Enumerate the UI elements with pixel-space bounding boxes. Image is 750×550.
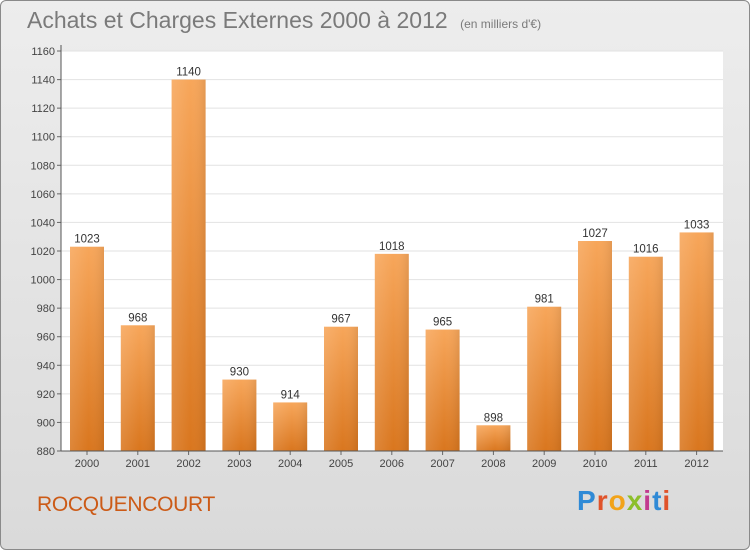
y-tick-label: 1100 (31, 132, 55, 144)
bar-2008 (476, 425, 511, 451)
y-tick-label: 1140 (31, 75, 55, 87)
value-label: 1016 (633, 244, 659, 256)
commune-name: ROCQUENCOURT (37, 493, 216, 516)
y-tick-label: 940 (37, 360, 55, 372)
value-label: 968 (128, 312, 147, 324)
value-label: 914 (281, 389, 301, 401)
x-tick-label: 2002 (176, 458, 200, 470)
x-tick-label: 2007 (430, 458, 454, 470)
value-label: 1023 (74, 234, 100, 246)
bar-shade (527, 306, 562, 451)
bar-2009 (527, 306, 562, 451)
x-tick-label: 2000 (75, 458, 99, 470)
bar-2010 (578, 241, 612, 451)
x-tick-label: 2006 (380, 458, 404, 470)
y-tick-label: 1080 (31, 160, 55, 172)
bar-shade (628, 256, 663, 451)
value-label: 898 (484, 412, 503, 424)
logo-letter: P (577, 485, 597, 516)
logo-letter: t (652, 485, 663, 516)
y-tick-label: 920 (37, 389, 55, 401)
y-tick-label: 1020 (31, 246, 55, 258)
bar-shade (222, 379, 257, 451)
y-tick-label: 980 (37, 303, 55, 315)
bar-shade (476, 425, 511, 451)
bar-2002 (171, 79, 206, 452)
y-tick-label: 1120 (31, 103, 55, 115)
value-label: 930 (230, 367, 249, 379)
bar-2003 (222, 379, 257, 451)
bar-2000 (70, 246, 104, 451)
value-label: 1018 (379, 241, 405, 253)
value-label: 981 (535, 294, 554, 306)
logo-letter: x (626, 485, 644, 516)
bar-shade (374, 253, 409, 451)
bar-2006 (374, 253, 409, 451)
x-tick-label: 2005 (329, 458, 353, 470)
bar-2004 (273, 402, 308, 451)
value-labels: 1023 968 1140 930 914 967 1018 965 898 981 1027 101… (74, 67, 709, 425)
x-tick-label: 2010 (583, 458, 607, 470)
chart-subtitle: (en milliers d'€) (460, 17, 542, 31)
bar-2005 (324, 326, 358, 451)
bar-shade (578, 241, 612, 451)
bar-shade (324, 326, 358, 451)
logo-letter: i (662, 485, 672, 516)
bar-2007 (425, 329, 460, 451)
axes (60, 45, 723, 452)
bar-2011 (628, 256, 663, 451)
bar-shade (425, 329, 460, 451)
title-line: Achats et Charges Externes 2000 à 2012 (… (27, 7, 541, 34)
bar-shade (171, 79, 206, 452)
logo-letter: i (643, 485, 653, 516)
x-tick-label: 2008 (481, 458, 505, 470)
x-tick-label: 2012 (684, 458, 708, 470)
value-label: 1033 (684, 219, 710, 231)
x-tick-label: 2011 (634, 458, 658, 470)
y-tick-label: 880 (37, 446, 55, 458)
x-tick-label: 2004 (278, 458, 302, 470)
logo-letter: r (596, 485, 609, 516)
x-tick-label: 2001 (126, 458, 150, 470)
bar-shade (273, 402, 308, 451)
y-tick-label: 900 (37, 417, 55, 429)
bar-shade (120, 325, 155, 451)
y-tick-label: 1040 (31, 217, 55, 229)
y-tick-label: 1000 (31, 275, 55, 287)
y-tick-label: 1060 (31, 189, 55, 201)
bars (70, 79, 714, 452)
y-tick-label: 960 (37, 332, 55, 344)
bar-shade (70, 246, 104, 451)
y-ticks: 880 900 920 940 960 980 1000 1020 1040 1060 1080 11… (31, 46, 61, 458)
proxiti-logo: Proxiti (577, 485, 671, 517)
x-tick-label: 2003 (227, 458, 251, 470)
bar-2001 (120, 325, 155, 451)
x-tick-label: 2009 (532, 458, 556, 470)
x-ticks: 2000 2001 2002 2003 2004 2005 2006 2007 2008 2009… (75, 451, 709, 470)
value-label: 965 (433, 317, 452, 329)
chart-title: Achats et Charges Externes 2000 à 2012 (27, 7, 448, 33)
value-label: 967 (331, 314, 350, 326)
logo-letter: o (608, 485, 627, 516)
bar-2012 (679, 232, 714, 451)
y-tick-label: 1160 (31, 46, 55, 58)
value-label: 1027 (582, 228, 608, 240)
value-label: 1140 (176, 67, 201, 79)
bar-shade (679, 232, 714, 451)
